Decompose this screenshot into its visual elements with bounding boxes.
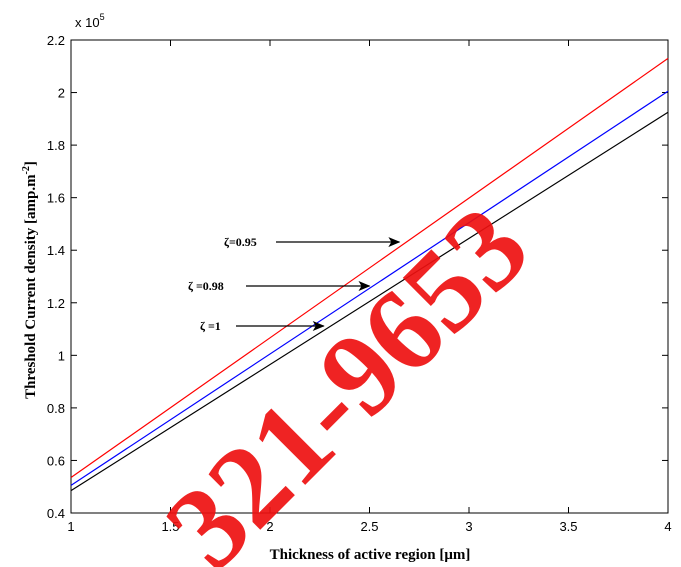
y-tick-label: 1 xyxy=(58,348,65,363)
x-axis-label: Thickness of active region [μm] xyxy=(270,547,471,563)
y-multiplier-label: x 105 xyxy=(75,12,105,30)
y-tick-label: 1.2 xyxy=(47,296,65,311)
axis-ticks: 1 1.5 2 2.5 3 3.5 4 0.4 0.6 0.8 1 1.2 1.4 1.6 1.8 2 2.2 xyxy=(47,33,672,534)
y-tick-label: 0.8 xyxy=(47,401,65,416)
series-line xyxy=(70,111,669,492)
x-tick-label: 4 xyxy=(664,519,671,534)
x-tick-label: 3 xyxy=(465,519,472,534)
y-tick-label: 1.4 xyxy=(47,243,65,258)
y-axis-label-superscript: -2 xyxy=(21,166,32,174)
x-tick-label: 1.5 xyxy=(161,519,179,534)
x-tick-label: 2 xyxy=(266,519,273,534)
annotation-label: ζ =1 xyxy=(200,319,221,333)
x-tick-label: 1 xyxy=(67,519,74,534)
x-tick-label: 2.5 xyxy=(360,519,378,534)
annotation-label: ζ=0.95 xyxy=(224,235,257,249)
y-tick-label: 1.8 xyxy=(47,138,65,153)
y-tick-label: 2.2 xyxy=(47,33,65,48)
annotation-label: ζ =0.98 xyxy=(188,279,224,293)
y-tick-label: 0.6 xyxy=(47,453,65,468)
y-axis-label: Threshold Current density [amp.m-2] xyxy=(21,161,39,399)
y-tick-label: 2 xyxy=(58,86,65,101)
y-tick-label: 0.4 xyxy=(47,506,65,521)
y-multiplier-exponent: 5 xyxy=(100,12,105,22)
x-tick-label: 3.5 xyxy=(559,519,577,534)
series-line xyxy=(70,57,669,479)
annotations: ζ=0.95 ζ =0.98 ζ =1 xyxy=(188,235,401,333)
y-axis-label-end: ] xyxy=(23,161,39,166)
y-tick-label: 1.6 xyxy=(47,191,65,206)
plot-area xyxy=(70,39,669,514)
